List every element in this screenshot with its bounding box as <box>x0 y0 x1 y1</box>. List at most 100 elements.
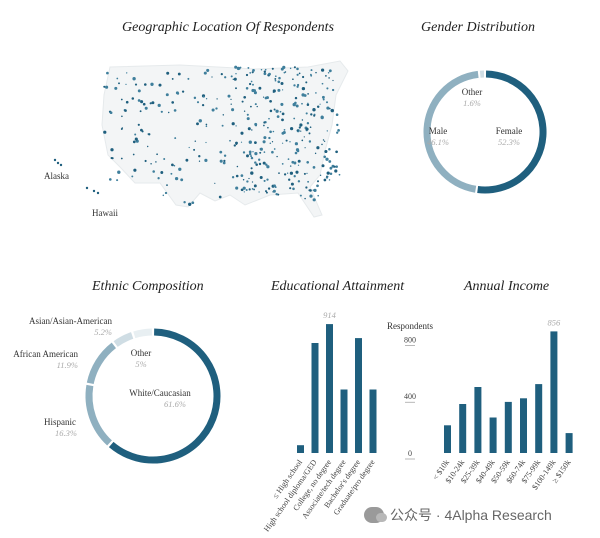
respondent-dot <box>275 109 279 113</box>
respondent-dot <box>268 72 271 76</box>
respondent-dot <box>231 176 235 179</box>
geo-chart-title: Geographic Location Of Respondents <box>122 20 334 35</box>
respondent-dot <box>260 69 263 71</box>
respondent-dot <box>246 154 249 158</box>
respondent-dot <box>313 114 316 117</box>
respondent-dot <box>255 163 258 166</box>
respondent-dot <box>53 158 57 162</box>
ethnic-value-white: 61.6% <box>164 399 186 409</box>
respondent-dot <box>314 152 317 155</box>
respondent-dot <box>174 137 177 140</box>
respondent-dot <box>308 140 312 143</box>
respondent-dot <box>281 163 284 165</box>
respondent-dot <box>283 129 286 131</box>
respondent-dot <box>205 98 208 100</box>
respondent-dot <box>265 163 268 166</box>
respondent-dot <box>248 188 251 191</box>
respondent-dot <box>297 164 300 166</box>
respondent-dot <box>266 96 269 100</box>
respondent-dot <box>310 113 313 116</box>
respondent-dot <box>281 131 285 135</box>
respondent-dot <box>310 69 313 72</box>
respondent-dot <box>266 165 270 169</box>
respondent-dot <box>289 171 294 175</box>
respondent-dot <box>250 80 253 83</box>
respondent-dot <box>178 167 182 171</box>
respondent-dot <box>253 91 257 95</box>
respondent-dot <box>198 160 201 162</box>
respondent-dot <box>320 115 324 119</box>
respondent-dot <box>139 110 142 113</box>
respondent-dot <box>227 94 231 98</box>
respondent-dot <box>289 67 292 70</box>
respondent-dot <box>315 71 317 74</box>
respondent-dot <box>258 86 262 90</box>
respondent-dot <box>142 102 146 106</box>
respondent-dot <box>240 188 244 192</box>
respondent-dot <box>106 71 109 75</box>
respondent-dot <box>242 186 246 190</box>
respondent-dot <box>235 143 238 146</box>
respondent-dot <box>274 75 277 78</box>
respondent-dot <box>312 198 316 202</box>
respondent-dot <box>85 186 89 190</box>
respondent-dot <box>248 150 252 154</box>
respondent-dot <box>205 123 208 126</box>
education-bar <box>326 324 333 453</box>
respondent-dot <box>235 125 237 127</box>
respondent-dot <box>223 154 227 157</box>
respondent-dot <box>240 131 244 135</box>
respondent-dot <box>280 67 284 71</box>
respondent-dot <box>286 172 289 174</box>
respondent-dot <box>313 188 317 193</box>
ethnic-label-asian: Asian/Asian-American <box>29 316 112 326</box>
respondent-dot <box>198 119 202 123</box>
respondent-dot <box>134 137 138 141</box>
respondent-dot <box>321 143 323 146</box>
respondent-dot <box>275 192 278 196</box>
respondent-dot <box>196 101 200 104</box>
respondent-dot <box>296 129 299 132</box>
respondent-dot <box>297 159 301 163</box>
respondent-dot <box>120 128 123 130</box>
respondent-dot <box>267 126 269 129</box>
respondent-dot <box>251 129 253 131</box>
respondent-dot <box>263 151 266 153</box>
respondent-dot <box>312 166 316 169</box>
ethnic-value-african-american: 11.9% <box>57 360 78 370</box>
respondent-dot <box>328 147 331 151</box>
respondent-dot <box>304 147 306 149</box>
respondent-dot <box>333 165 336 168</box>
respondent-dot <box>246 113 249 116</box>
respondent-dot <box>326 87 329 90</box>
respondent-dot <box>306 103 310 106</box>
respondent-dot <box>315 92 317 94</box>
respondent-dot <box>306 122 310 125</box>
respondent-dot <box>305 127 309 131</box>
respondent-dot <box>259 175 263 180</box>
respondent-dot <box>258 162 262 166</box>
respondent-dot <box>157 177 160 180</box>
respondent-dot <box>262 140 266 144</box>
respondent-dot <box>254 122 258 126</box>
respondent-dot <box>296 85 299 88</box>
respondent-dot <box>152 170 155 173</box>
respondent-dot <box>289 187 292 190</box>
respondent-dot <box>163 158 166 160</box>
respondent-dot <box>181 90 185 93</box>
respondent-dot <box>151 101 155 105</box>
respondent-dot <box>132 77 136 81</box>
respondent-dots <box>53 65 341 206</box>
respondent-dot <box>157 103 161 108</box>
respondent-dot <box>263 136 267 140</box>
respondent-dot <box>166 71 170 75</box>
respondent-dot <box>252 151 254 153</box>
ethnic-label-other: Other <box>131 348 152 358</box>
respondent-dot <box>269 130 272 134</box>
respondent-dot <box>126 72 128 74</box>
gender-donut-chart: Other 1.6% Male 46.1% Female 52.3% <box>423 70 547 194</box>
respondent-dot <box>265 190 267 193</box>
respondent-dot <box>274 186 277 189</box>
us-map-outline <box>101 60 349 218</box>
